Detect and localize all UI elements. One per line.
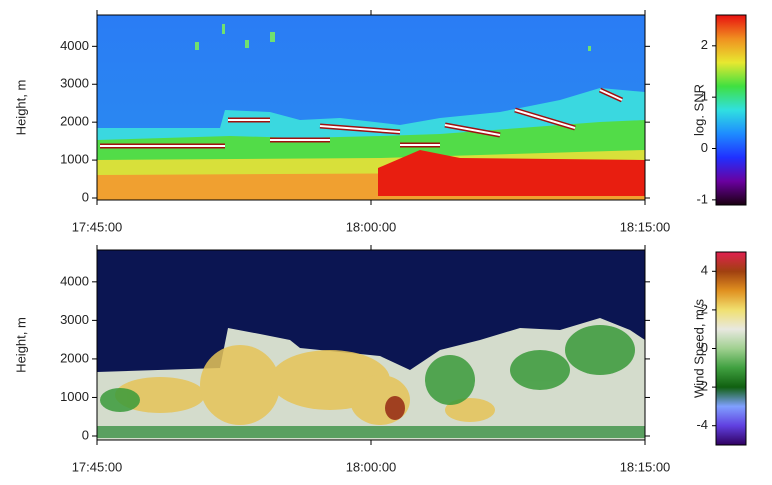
y-tick-label: 4000 [60,273,89,288]
y-axis-label: Height, m [13,317,28,373]
y-tick-label: 3000 [60,312,89,327]
colorbar-label: Wind Speed, m/s [691,299,706,398]
y-tick-label: 1000 [60,152,89,167]
colorbar [715,14,747,206]
colorbar-tick-label: 2 [701,301,708,316]
y-tick-label: 4000 [60,38,89,53]
colorbar-tick-label: 0 [701,340,708,355]
colorbar-label: log. SNR [691,84,706,136]
x-tick-label: 17:45:00 [72,459,123,474]
x-tick-label: 17:45:00 [72,219,123,234]
colorbar-tick-label: 4 [701,263,708,278]
x-tick-label: 18:00:00 [346,459,397,474]
wind-field [97,250,645,440]
colorbar-tick-label: -2 [696,379,708,394]
snr-field [97,15,645,200]
y-tick-label: 0 [82,189,89,204]
colorbar-tick-label: -1 [696,191,708,206]
y-tick-label: 2000 [60,350,89,365]
y-tick-label: 1000 [60,389,89,404]
x-tick-label: 18:15:00 [620,219,671,234]
colorbar-tick-label: 1 [701,89,708,104]
colorbar-tick-label: 0 [701,140,708,155]
y-tick-label: 3000 [60,76,89,91]
y-tick-label: 2000 [60,114,89,129]
colorbar-tick-label: 2 [701,37,708,52]
y-axis-label: Height, m [13,80,28,136]
x-tick-label: 18:00:00 [346,219,397,234]
colorbar-tick-label: -4 [696,417,708,432]
x-tick-label: 18:15:00 [620,459,671,474]
y-tick-label: 0 [82,427,89,442]
colorbar [715,251,747,446]
